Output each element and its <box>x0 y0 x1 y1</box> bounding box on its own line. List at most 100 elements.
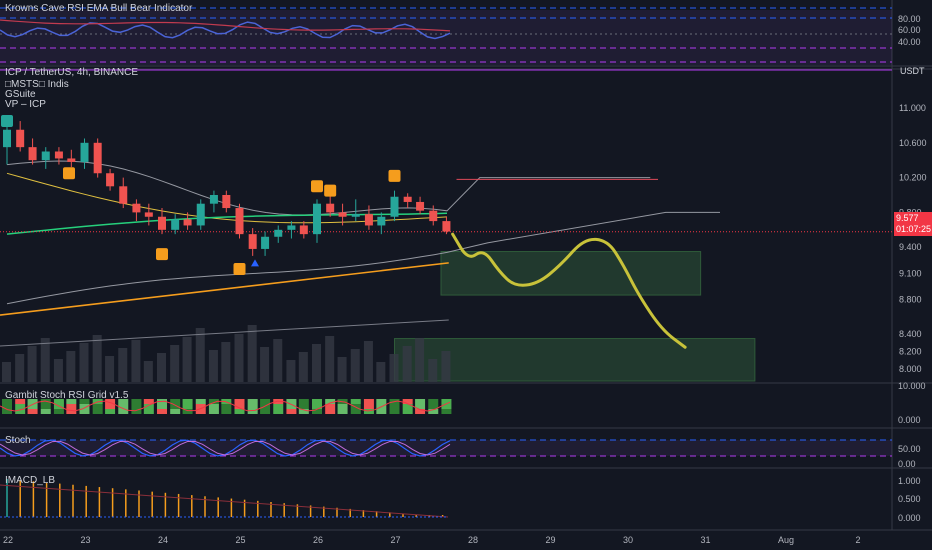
gambit-cell <box>208 399 219 404</box>
gambit-cell <box>143 404 154 409</box>
gambit-cell <box>298 404 309 409</box>
gambit-cell <box>221 404 232 409</box>
currency-label: USDT <box>900 66 925 76</box>
volume-bar <box>273 339 283 382</box>
gambit-cell <box>53 399 64 404</box>
candle-body <box>429 210 438 222</box>
volume-bar <box>376 362 386 382</box>
gambit-cell <box>428 399 439 404</box>
volume-bar <box>337 357 347 382</box>
candle-body <box>119 186 128 204</box>
indicator-label-msts[interactable]: □MSTS□ Indis <box>5 79 69 90</box>
gambit-cell <box>66 409 77 414</box>
candle-body <box>196 203 205 226</box>
gambit-cell <box>15 404 26 409</box>
volume-bar <box>131 340 141 382</box>
volume-trend-line <box>0 319 449 347</box>
gambit-cell <box>234 404 245 409</box>
gambit-axis-tick: 0.000 <box>898 415 921 425</box>
price-axis-tick: 10.600 <box>899 138 927 148</box>
gambit-cell <box>350 409 361 414</box>
gambit-cell <box>170 399 181 404</box>
candle-body <box>287 225 296 230</box>
gambit-cell <box>234 409 245 414</box>
candle-body <box>132 203 141 213</box>
volume-bar <box>79 343 89 382</box>
candle-body <box>416 201 425 211</box>
imacd-axis-tick: 1.000 <box>898 476 921 486</box>
ema-fast-line <box>6 212 448 235</box>
candle-body <box>106 173 115 187</box>
gambit-cell <box>428 404 439 409</box>
candle-body <box>3 129 11 148</box>
gambit-cell <box>415 399 426 404</box>
time-axis-tick: Aug <box>778 535 794 545</box>
gambit-cell <box>260 399 271 404</box>
gambit-cell <box>234 399 245 404</box>
gambit-cell <box>389 409 400 414</box>
gambit-cell <box>131 404 142 409</box>
countdown-tag: 01:07:25 <box>894 223 932 236</box>
gambit-cell <box>27 409 38 414</box>
candle-body <box>158 216 166 230</box>
gambit-cell <box>92 404 103 409</box>
gambit-axis-tick: 10.000 <box>898 381 926 391</box>
gambit-cell <box>79 409 90 414</box>
time-axis-tick: 2 <box>856 535 861 545</box>
gambit-cell <box>286 399 297 404</box>
gambit-cell <box>92 409 103 414</box>
rsi-ema-line <box>0 19 451 32</box>
volume-bar <box>286 360 296 382</box>
price-axis-tick: 9.100 <box>899 268 922 278</box>
gambit-cell <box>337 409 348 414</box>
rsi-bg-band <box>0 10 892 65</box>
gambit-cell <box>195 404 206 409</box>
gambit-cell <box>312 399 322 404</box>
rsi-axis-tick: 40.00 <box>898 37 921 47</box>
time-axis-tick: 24 <box>158 535 168 545</box>
gambit-cell <box>182 409 193 414</box>
time-axis-tick: 25 <box>236 535 246 545</box>
candle-body <box>80 142 89 162</box>
signal-marker <box>233 262 246 275</box>
symbol-title: ICP / TetherUS, 4h, BINANCE <box>5 67 139 78</box>
gambit-cell <box>66 399 77 404</box>
volume-bar <box>350 349 360 382</box>
gambit-line <box>0 400 451 412</box>
candle-body <box>16 129 25 148</box>
gambit-cell <box>402 404 413 409</box>
signal-marker <box>63 167 75 180</box>
time-axis-tick: 30 <box>623 535 633 545</box>
volume-bar <box>66 351 76 382</box>
gambit-cell <box>325 399 336 404</box>
candle-body <box>326 203 335 213</box>
indicator-label-vp[interactable]: VP – ICP <box>5 99 46 110</box>
candle-body <box>403 196 412 202</box>
ema-long-line <box>0 262 449 316</box>
candle-body <box>144 212 153 217</box>
volume-bar <box>53 359 63 382</box>
volume-bar <box>105 356 115 382</box>
volume-bar <box>441 351 451 382</box>
gambit-cell <box>2 409 12 414</box>
gambit-cell <box>298 399 309 404</box>
target-zone-1 <box>394 338 756 382</box>
candle-body <box>377 216 386 226</box>
indicator-label-gsuite[interactable]: GSuite <box>5 89 36 100</box>
gambit-cell <box>441 404 452 409</box>
buy-arrow <box>251 259 259 267</box>
gambit-cell <box>273 404 284 409</box>
gambit-cell <box>105 409 116 414</box>
gambit-cell <box>350 404 361 409</box>
gambit-cell <box>325 409 336 414</box>
candle-body <box>338 212 347 217</box>
volume-bar <box>260 347 270 382</box>
price-axis-tick: 8.800 <box>899 294 922 304</box>
gambit-cell <box>221 409 232 414</box>
volume-bar <box>298 352 308 382</box>
volume-bar <box>143 361 153 382</box>
gambit-cell <box>389 404 400 409</box>
candle-body <box>67 158 76 162</box>
gambit-cell <box>118 409 129 414</box>
